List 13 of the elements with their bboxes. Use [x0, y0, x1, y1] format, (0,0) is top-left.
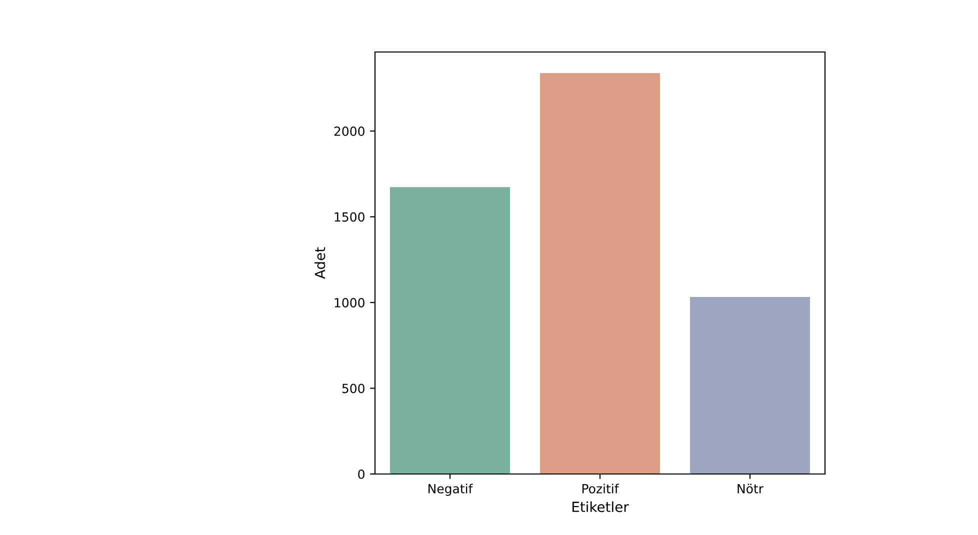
- x-axis-title: Etiketler: [572, 501, 629, 512]
- y-tick-label: 1000: [334, 298, 364, 308]
- x-tick-label: Nötr: [738, 484, 764, 494]
- bar: [390, 187, 510, 474]
- bar: [540, 73, 660, 474]
- y-axis-title: Adet: [314, 247, 326, 279]
- x-tick-label: Negatif: [428, 484, 473, 496]
- y-tick-label: 500: [342, 384, 364, 394]
- y-tick-label: 2000: [334, 126, 364, 136]
- y-tick-label: 1500: [334, 212, 364, 222]
- y-tick-label: 0: [358, 469, 364, 479]
- x-tick-label: Pozitif: [582, 484, 620, 494]
- bar: [690, 297, 810, 474]
